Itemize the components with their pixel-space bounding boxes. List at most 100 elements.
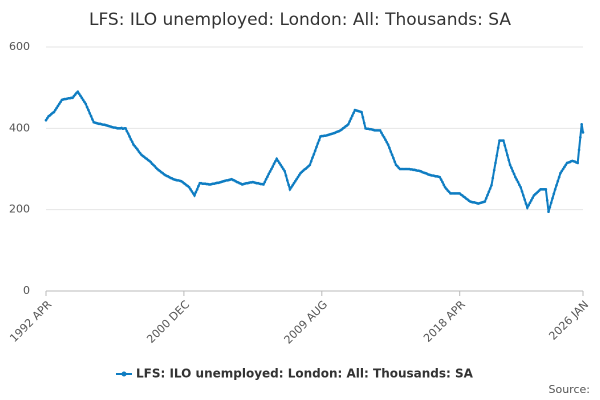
point	[494, 161, 497, 165]
point	[441, 180, 444, 184]
point	[555, 183, 558, 187]
point	[487, 190, 491, 194]
point	[44, 118, 48, 122]
point	[545, 199, 549, 202]
x-tick-label: 2026 JAN	[546, 298, 591, 343]
point	[531, 196, 534, 200]
point	[483, 200, 487, 203]
point	[276, 159, 280, 163]
point	[529, 199, 533, 202]
point	[390, 153, 394, 157]
point	[442, 183, 446, 187]
point	[581, 131, 585, 134]
point	[553, 188, 557, 191]
point	[191, 192, 195, 195]
x-tick-label: 1992 APR	[7, 298, 54, 345]
point	[85, 105, 89, 109]
point	[76, 90, 80, 94]
point	[53, 108, 57, 112]
point	[267, 172, 271, 176]
point	[552, 192, 556, 196]
point	[197, 184, 200, 188]
point	[57, 102, 61, 106]
point	[506, 153, 509, 157]
point	[381, 133, 385, 137]
point	[297, 173, 301, 177]
point	[362, 121, 366, 125]
point	[348, 120, 351, 123]
y-tick-label: 0	[23, 284, 30, 297]
point	[512, 172, 516, 176]
point	[81, 98, 85, 102]
point	[91, 118, 94, 121]
point	[508, 163, 512, 167]
point	[577, 148, 581, 152]
point	[274, 159, 277, 163]
point	[287, 183, 290, 187]
point	[504, 148, 508, 152]
point	[189, 188, 192, 191]
point	[262, 183, 265, 186]
point	[580, 122, 583, 126]
point	[77, 92, 81, 96]
source: Source:	[549, 383, 591, 396]
point	[564, 163, 568, 167]
point	[264, 177, 268, 181]
point	[280, 165, 284, 169]
point	[195, 188, 199, 191]
point	[79, 94, 82, 98]
y-tick-label: 400	[9, 121, 30, 134]
point	[544, 188, 548, 191]
point	[486, 193, 489, 197]
point	[491, 176, 495, 180]
x-tick-label: 2009 AUG	[282, 298, 331, 347]
point	[270, 167, 273, 171]
point	[378, 129, 382, 132]
point	[313, 149, 317, 152]
point	[266, 175, 269, 179]
point	[495, 154, 499, 157]
point	[315, 145, 318, 149]
point	[547, 210, 550, 213]
point	[557, 175, 561, 179]
point	[523, 198, 526, 201]
point	[136, 148, 139, 151]
point	[89, 114, 93, 118]
point	[518, 183, 521, 187]
point	[84, 102, 88, 106]
point	[519, 186, 522, 189]
point	[563, 165, 566, 169]
point	[275, 157, 279, 161]
point	[528, 201, 532, 205]
point	[526, 206, 529, 209]
point	[129, 138, 133, 141]
point	[392, 156, 395, 160]
point	[271, 165, 275, 168]
point	[55, 106, 58, 110]
point	[295, 177, 298, 181]
point	[282, 167, 285, 171]
point	[548, 205, 552, 209]
point	[296, 175, 300, 179]
point	[263, 180, 267, 184]
point	[382, 135, 386, 139]
point	[46, 116, 49, 120]
point	[56, 104, 60, 108]
point	[88, 111, 92, 115]
point	[80, 96, 84, 100]
point	[352, 111, 355, 115]
point	[283, 169, 286, 173]
point	[317, 138, 321, 142]
y-tick-label: 600	[9, 40, 30, 53]
point	[561, 167, 565, 171]
point	[349, 117, 353, 120]
point	[125, 129, 129, 133]
point	[308, 163, 312, 167]
point	[130, 140, 134, 144]
point	[59, 100, 62, 104]
point	[361, 116, 365, 119]
point	[492, 168, 496, 172]
point	[507, 158, 511, 162]
point	[291, 183, 294, 187]
x-tick-label: 2000 DEC	[144, 298, 192, 346]
